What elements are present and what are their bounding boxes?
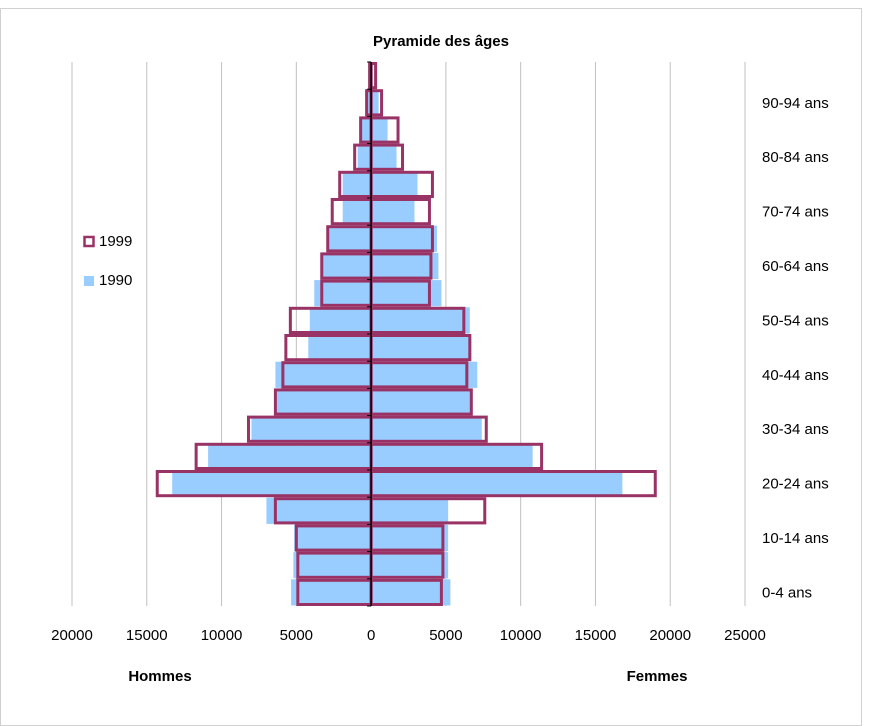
bar [275,388,372,416]
bar [371,225,437,252]
bar [371,334,472,361]
bar [371,144,397,171]
bar [371,252,439,280]
bar [309,307,372,334]
y-tick-label: 50-54 ans [762,312,829,329]
bar [321,252,372,280]
bar [327,225,372,252]
legend-label: 1999 [99,233,132,250]
x-tick-label: 20000 [51,627,93,644]
x-tick-label: 15000 [575,627,617,644]
bar [360,116,372,144]
bar [371,198,415,225]
x-tick-label: 5000 [280,627,313,644]
bar [314,280,372,307]
x-tick-label: 10000 [500,627,542,644]
left-label: Hommes [128,668,191,685]
bar [366,89,372,116]
y-tick-label: 0-4 ans [762,584,812,601]
bar [371,361,478,388]
y-tick-label: 20-24 ans [762,476,829,493]
bar [371,171,418,198]
bar [371,552,449,579]
bar [371,89,379,116]
chart-title: Pyramide des âges [373,33,509,50]
bar [172,470,372,497]
bar [208,443,372,470]
bar [308,334,372,361]
y-tick-label: 30-34 ans [762,421,829,438]
legend-swatch [83,235,95,248]
bar [266,497,372,524]
bar [294,524,372,552]
bar [371,524,449,552]
y-tick-label: 10-14 ans [762,530,829,547]
x-tick-label: 0 [367,627,375,644]
right-label: Femmes [627,668,688,685]
bar [293,552,372,579]
x-tick-label: 15000 [126,627,168,644]
bar [357,144,372,171]
y-tick-label: 80-84 ans [762,149,829,166]
bar [371,579,451,606]
bar [275,361,372,388]
x-tick-label: 5000 [429,627,462,644]
bar [371,443,533,470]
bar [371,470,623,497]
legend-swatch [84,276,94,286]
bar [251,416,372,443]
x-tick-label: 25000 [724,627,766,644]
bar [371,388,472,416]
bar [371,307,470,334]
y-tick-label: 70-74 ans [762,204,829,221]
y-tick-label: 60-64 ans [762,258,829,275]
bar [371,416,482,443]
bar [291,579,372,606]
x-tick-label: 20000 [649,627,691,644]
legend-label: 1990 [99,272,132,289]
bar [342,198,372,225]
x-tick-label: 10000 [201,627,243,644]
bar [342,171,372,198]
y-tick-label: 40-44 ans [762,367,829,384]
bar [371,497,449,524]
y-tick-label: 90-94 ans [762,95,829,112]
bar [371,116,388,144]
